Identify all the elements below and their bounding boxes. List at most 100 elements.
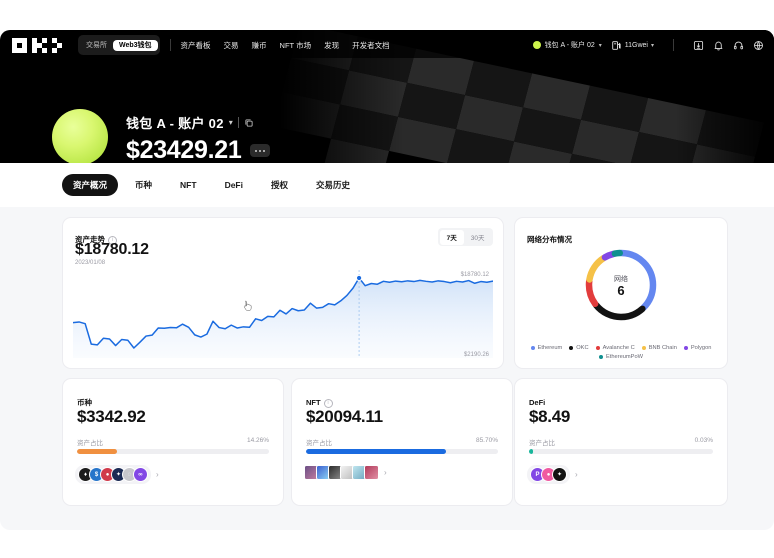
legend-label: Avalanche C — [602, 345, 635, 351]
donut-center-title: 网络 — [614, 276, 628, 283]
nft-card-title: NFT — [306, 398, 321, 407]
legend-item-ethereumpow[interactable]: EthereumPoW — [599, 354, 643, 360]
globe-icon[interactable] — [753, 40, 764, 51]
token-card-title-row: 币种 — [77, 392, 92, 410]
token-ratio-value: 14.26% — [246, 437, 269, 444]
legend-label: BNB Chain — [648, 345, 677, 351]
defi-summary-card[interactable]: DeFi $8.49 资产占比 0.03% P ● ✦ › — [514, 378, 728, 506]
segment-exchange[interactable]: 交易所 — [86, 41, 107, 49]
tab-approvals[interactable]: 授权 — [270, 180, 288, 190]
token-ratio-label: 资产占比 — [77, 440, 103, 447]
mouse-cursor — [243, 300, 252, 311]
nft-thumbnail-stack[interactable]: › — [304, 465, 387, 480]
chevron-down-icon: ▾ — [650, 42, 654, 49]
defi-ratio-value: 0.03% — [694, 437, 713, 444]
chevron-down-icon: ▾ — [598, 42, 602, 49]
hero-banner: 交易所 Web3钱包 资产看板 交易 赚币 NFT 市场 发现 开发者文档 钱包… — [0, 30, 774, 163]
legend-label: EthereumPoW — [606, 354, 643, 360]
wallet-summary: 钱包 A - 账户 02 ▾ $23429.21 — [52, 109, 271, 163]
nav-link-discover[interactable]: 发现 — [324, 40, 340, 50]
nav-right-cluster: 钱包 A - 账户 02 ▾ 11Gwei ▾ — [532, 39, 774, 51]
range-30d[interactable]: 30天 — [470, 235, 485, 242]
range-7d[interactable]: 7天 — [439, 229, 464, 245]
donut-center-label: 网络 6 — [614, 274, 628, 298]
chart-label-low: $2190.26 — [463, 352, 489, 358]
token-card-title: 币种 — [77, 398, 92, 407]
okx-logo[interactable] — [12, 37, 64, 53]
product-switcher[interactable]: 交易所 Web3钱包 — [78, 35, 160, 55]
nav-link-earn[interactable]: 赚币 — [251, 40, 267, 50]
defi-card-title: DeFi — [529, 398, 546, 407]
asset-trend-chart[interactable]: $18780.12 $2190.26 — [72, 270, 494, 358]
content-area: 资产概况 币种 NFT DeFi 授权 交易历史 资产走势 i $18780.12… — [0, 163, 774, 530]
nav-link-developer-docs[interactable]: 开发者文档 — [352, 40, 390, 50]
top-navbar: 交易所 Web3钱包 资产看板 交易 赚币 NFT 市场 发现 开发者文档 钱包… — [0, 30, 774, 60]
nav-link-nft-market[interactable]: NFT 市场 — [279, 40, 312, 50]
nav-link-assets[interactable]: 资产看板 — [180, 40, 211, 50]
tab-nft[interactable]: NFT — [180, 180, 197, 190]
legend-label: Polygon — [690, 345, 712, 351]
divider — [238, 117, 240, 128]
token-summary-card[interactable]: 币种 $3342.92 资产占比 14.26% ♦ $ ● ✦ ◌ ∞ › — [62, 378, 284, 506]
download-icon[interactable] — [693, 40, 704, 51]
defi-ratio-label: 资产占比 — [529, 440, 555, 447]
network-title-row: 网络分布情况 — [527, 229, 572, 247]
account-name: 钱包 A - 账户 02 — [544, 42, 595, 49]
chevron-right-icon[interactable]: › — [384, 468, 387, 477]
tab-tokens[interactable]: 币种 — [135, 180, 153, 190]
token-icon-purple: ∞ — [133, 467, 148, 482]
asset-trend-title-row: 资产走势 i — [75, 229, 117, 247]
legend-item-ethereum[interactable]: Ethereum — [530, 345, 563, 351]
nft-ratio-value: 85.70% — [475, 437, 498, 444]
nav-divider — [169, 39, 171, 51]
tab-overview[interactable]: 资产概况 — [62, 174, 119, 196]
status-dot-icon — [532, 41, 541, 49]
wallet-name: 钱包 A - 账户 02 — [126, 116, 224, 131]
donut-chart[interactable] — [582, 246, 660, 324]
tab-bar: 资产概况 币种 NFT DeFi 授权 交易历史 — [0, 163, 774, 207]
token-icon-stack[interactable]: ♦ $ ● ✦ ◌ ∞ › — [75, 465, 159, 484]
network-title: 网络分布情况 — [527, 235, 572, 244]
nav-links: 资产看板 交易 赚币 NFT 市场 发现 开发者文档 — [181, 40, 390, 51]
legend-item-okc[interactable]: OKC — [569, 345, 589, 351]
nft-summary-card[interactable]: NFT i $20094.11 资产占比 85.70% › — [291, 378, 513, 506]
tab-transactions[interactable]: 交易历史 — [316, 180, 351, 190]
chevron-right-icon[interactable]: › — [575, 470, 578, 479]
bell-icon[interactable] — [713, 40, 724, 51]
line-chart-svg — [72, 270, 494, 358]
gas-icon — [612, 40, 621, 50]
defi-card-title-row: DeFi — [529, 392, 545, 410]
donut-center-value: 6 — [617, 283, 625, 298]
defi-card-ratio-row: 资产占比 0.03% — [529, 437, 713, 447]
defi-card-amount: $8.49 — [529, 407, 571, 426]
gas-indicator[interactable]: 11Gwei ▾ — [611, 40, 654, 51]
defi-icon-stack[interactable]: P ● ✦ › — [527, 465, 578, 484]
gas-value: 11Gwei — [624, 41, 648, 49]
legend-item-avalanche[interactable]: Avalanche C — [595, 345, 635, 351]
tab-defi[interactable]: DeFi — [224, 180, 243, 190]
info-icon[interactable]: i — [323, 399, 333, 408]
asset-trend-title: 资产走势 — [75, 235, 105, 244]
nav-link-trade[interactable]: 交易 — [223, 40, 239, 50]
copy-icon[interactable] — [244, 118, 254, 128]
chevron-right-icon[interactable]: › — [156, 470, 159, 479]
checkerboard-decoration — [280, 30, 774, 163]
wallet-balance: $23429.21 — [126, 136, 242, 163]
account-selector[interactable]: 钱包 A - 账户 02 ▾ — [532, 40, 602, 50]
legend-item-bnbchain[interactable]: BNB Chain — [641, 345, 677, 351]
headset-icon[interactable] — [733, 40, 744, 51]
legend-label: Ethereum — [537, 345, 563, 351]
nft-card-title-row: NFT i — [306, 392, 333, 410]
range-toggle[interactable]: 7天 30天 — [438, 228, 493, 246]
nft-card-amount: $20094.11 — [306, 407, 383, 426]
wallet-name-row[interactable]: 钱包 A - 账户 02 ▾ — [126, 113, 270, 132]
network-distribution-card: 网络分布情况 网络 6 Ethereum OKC Avalanche C BNB… — [514, 217, 728, 369]
info-icon[interactable]: i — [108, 236, 117, 245]
avatar — [52, 109, 108, 163]
nft-progress-bar — [306, 449, 498, 454]
more-options-button[interactable] — [250, 144, 271, 157]
segment-web3wallet[interactable]: Web3钱包 — [113, 39, 158, 51]
legend-item-polygon[interactable]: Polygon — [683, 345, 712, 351]
chart-label-high: $18780.12 — [460, 272, 489, 278]
